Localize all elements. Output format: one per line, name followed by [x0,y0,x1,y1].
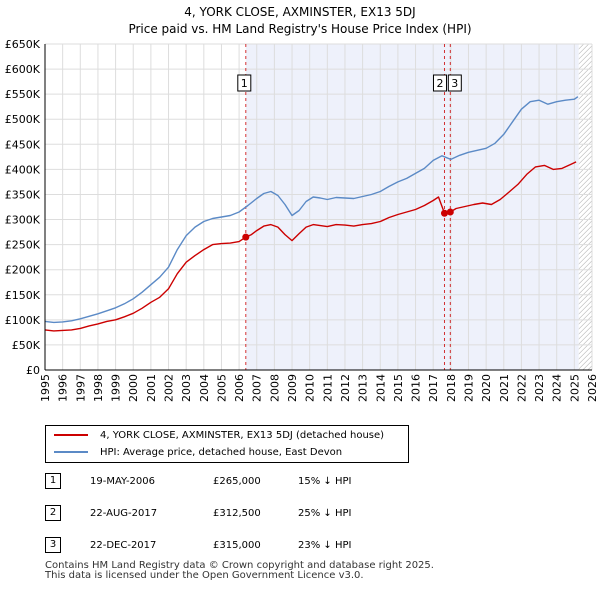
footer-line-1: Contains HM Land Registry data © Crown c… [45,560,434,571]
x-tick-label: 2025 [568,374,581,402]
x-tick-label: 2019 [462,374,475,402]
sale-annotation-box: 1 [237,74,252,92]
sale-date: 19-MAY-2006 [90,476,156,487]
sale-point [446,208,454,216]
ownership-shade [245,44,579,370]
legend-label-property: 4, YORK CLOSE, AXMINSTER, EX13 5DJ (deta… [100,430,385,441]
x-tick-label: 2009 [286,374,299,402]
y-tick-label: £300K [5,214,41,227]
sale-date: 22-AUG-2017 [90,508,158,519]
sale-number-badge: 2 [45,505,61,521]
sale-annotation-label: 2 [436,77,443,90]
hatch-line [578,85,592,100]
sale-annotation-frame [432,74,447,92]
legend: 4, YORK CLOSE, AXMINSTER, EX13 5DJ (deta… [45,425,409,463]
sale-number-badge: 1 [45,473,61,489]
x-tick-label: 2000 [127,374,140,402]
x-tick-label: 2020 [480,374,493,402]
x-tick-label: 2003 [180,374,193,402]
y-tick-label: £150K [5,289,41,302]
hpi-series-line [44,96,579,324]
x-tick-label: 2001 [145,374,158,402]
x-tick-label: 2015 [392,374,405,402]
x-tick-label: 2017 [427,374,440,402]
x-tick-label: 2023 [533,374,546,402]
x-tick-label: 2010 [304,374,317,402]
x-tick-label: 2013 [357,374,370,402]
title-line-2: Price paid vs. HM Land Registry's House … [128,22,472,36]
x-tick-label: 1996 [57,374,70,402]
sale-price: £265,000 [213,476,261,487]
x-tick-label: 2014 [374,374,387,402]
x-tick-label: 2005 [215,374,228,402]
legend-swatch-property [54,434,88,436]
y-tick-label: £500K [5,113,41,126]
x-tick-label: 1998 [92,374,105,402]
sale-price: £315,000 [213,540,261,551]
y-tick-label: £550K [5,88,41,101]
sale-row: 1 19-MAY-2006 £265,000 15% ↓ HPI [45,473,385,490]
x-tick-label: 2008 [268,374,281,402]
x-tick-label: 2022 [515,374,528,402]
y-tick-label: £200K [5,264,41,277]
sale-row: 2 22-AUG-2017 £312,500 25% ↓ HPI [45,505,385,522]
y-tick-label: £0 [26,364,40,377]
x-tick-label: 2024 [551,374,564,402]
sale-point [242,233,250,241]
sale-number-badge: 3 [45,537,61,553]
x-tick-label: 2018 [445,374,458,402]
hatch-line [578,310,592,325]
property-series-line [44,161,577,332]
legend-label-hpi: HPI: Average price, detached house, East… [100,447,343,458]
x-tick-label: 2002 [163,374,176,402]
hatch-line [578,195,592,210]
y-tick-label: £50K [12,339,41,352]
hatch-line [578,90,592,105]
y-tick-label: £600K [5,63,41,76]
sale-annotation-label: 3 [451,77,458,90]
y-tick-label: £100K [5,314,41,327]
y-tick-label: £250K [5,239,41,252]
footer-line-2: This data is licensed under the Open Gov… [45,570,364,581]
x-tick-label: 2004 [198,374,211,402]
chart-title: 4, YORK CLOSE, AXMINSTER, EX13 5DJ Price… [0,4,600,38]
x-tick-label: 2011 [321,374,334,402]
sale-hpi-diff: 15% ↓ HPI [298,476,352,487]
x-tick-label: 2026 [586,374,599,402]
x-tick-label: 1995 [39,374,52,402]
sale-annotation-frame [447,74,462,92]
hatch-line [578,95,592,110]
sale-annotation-box: 2 [432,74,447,92]
y-tick-label: £650K [5,38,41,51]
x-tick-label: 2016 [410,374,423,402]
sale-annotation-frame [237,74,252,92]
legend-entry-property: 4, YORK CLOSE, AXMINSTER, EX13 5DJ (deta… [54,428,384,444]
footer: Contains HM Land Registry data © Crown c… [45,561,434,581]
sale-annotation-label: 1 [241,77,248,90]
x-tick-label: 2007 [251,374,264,402]
sale-price: £312,500 [213,508,261,519]
sale-row: 3 22-DEC-2017 £315,000 23% ↓ HPI [45,537,385,554]
sale-annotation-box: 3 [447,74,462,92]
x-tick-label: 1997 [74,374,87,402]
hatch-line [578,305,592,320]
forecast-hatch [578,44,592,370]
sale-hpi-diff: 23% ↓ HPI [298,540,352,551]
y-tick-label: £350K [5,188,41,201]
sale-point [440,209,448,217]
sale-hpi-diff: 25% ↓ HPI [298,508,352,519]
hatch-line [578,205,592,220]
x-tick-label: 2012 [339,374,352,402]
legend-swatch-hpi [54,451,88,453]
hatch-line [578,200,592,215]
x-tick-label: 2021 [498,374,511,402]
y-tick-label: £450K [5,138,41,151]
y-tick-label: £400K [5,163,41,176]
title-line-1: 4, YORK CLOSE, AXMINSTER, EX13 5DJ [184,5,416,19]
x-tick-label: 1999 [110,374,123,402]
sale-date: 22-DEC-2017 [90,540,157,551]
x-tick-label: 2006 [233,374,246,402]
legend-entry-hpi: HPI: Average price, detached house, East… [54,445,342,461]
